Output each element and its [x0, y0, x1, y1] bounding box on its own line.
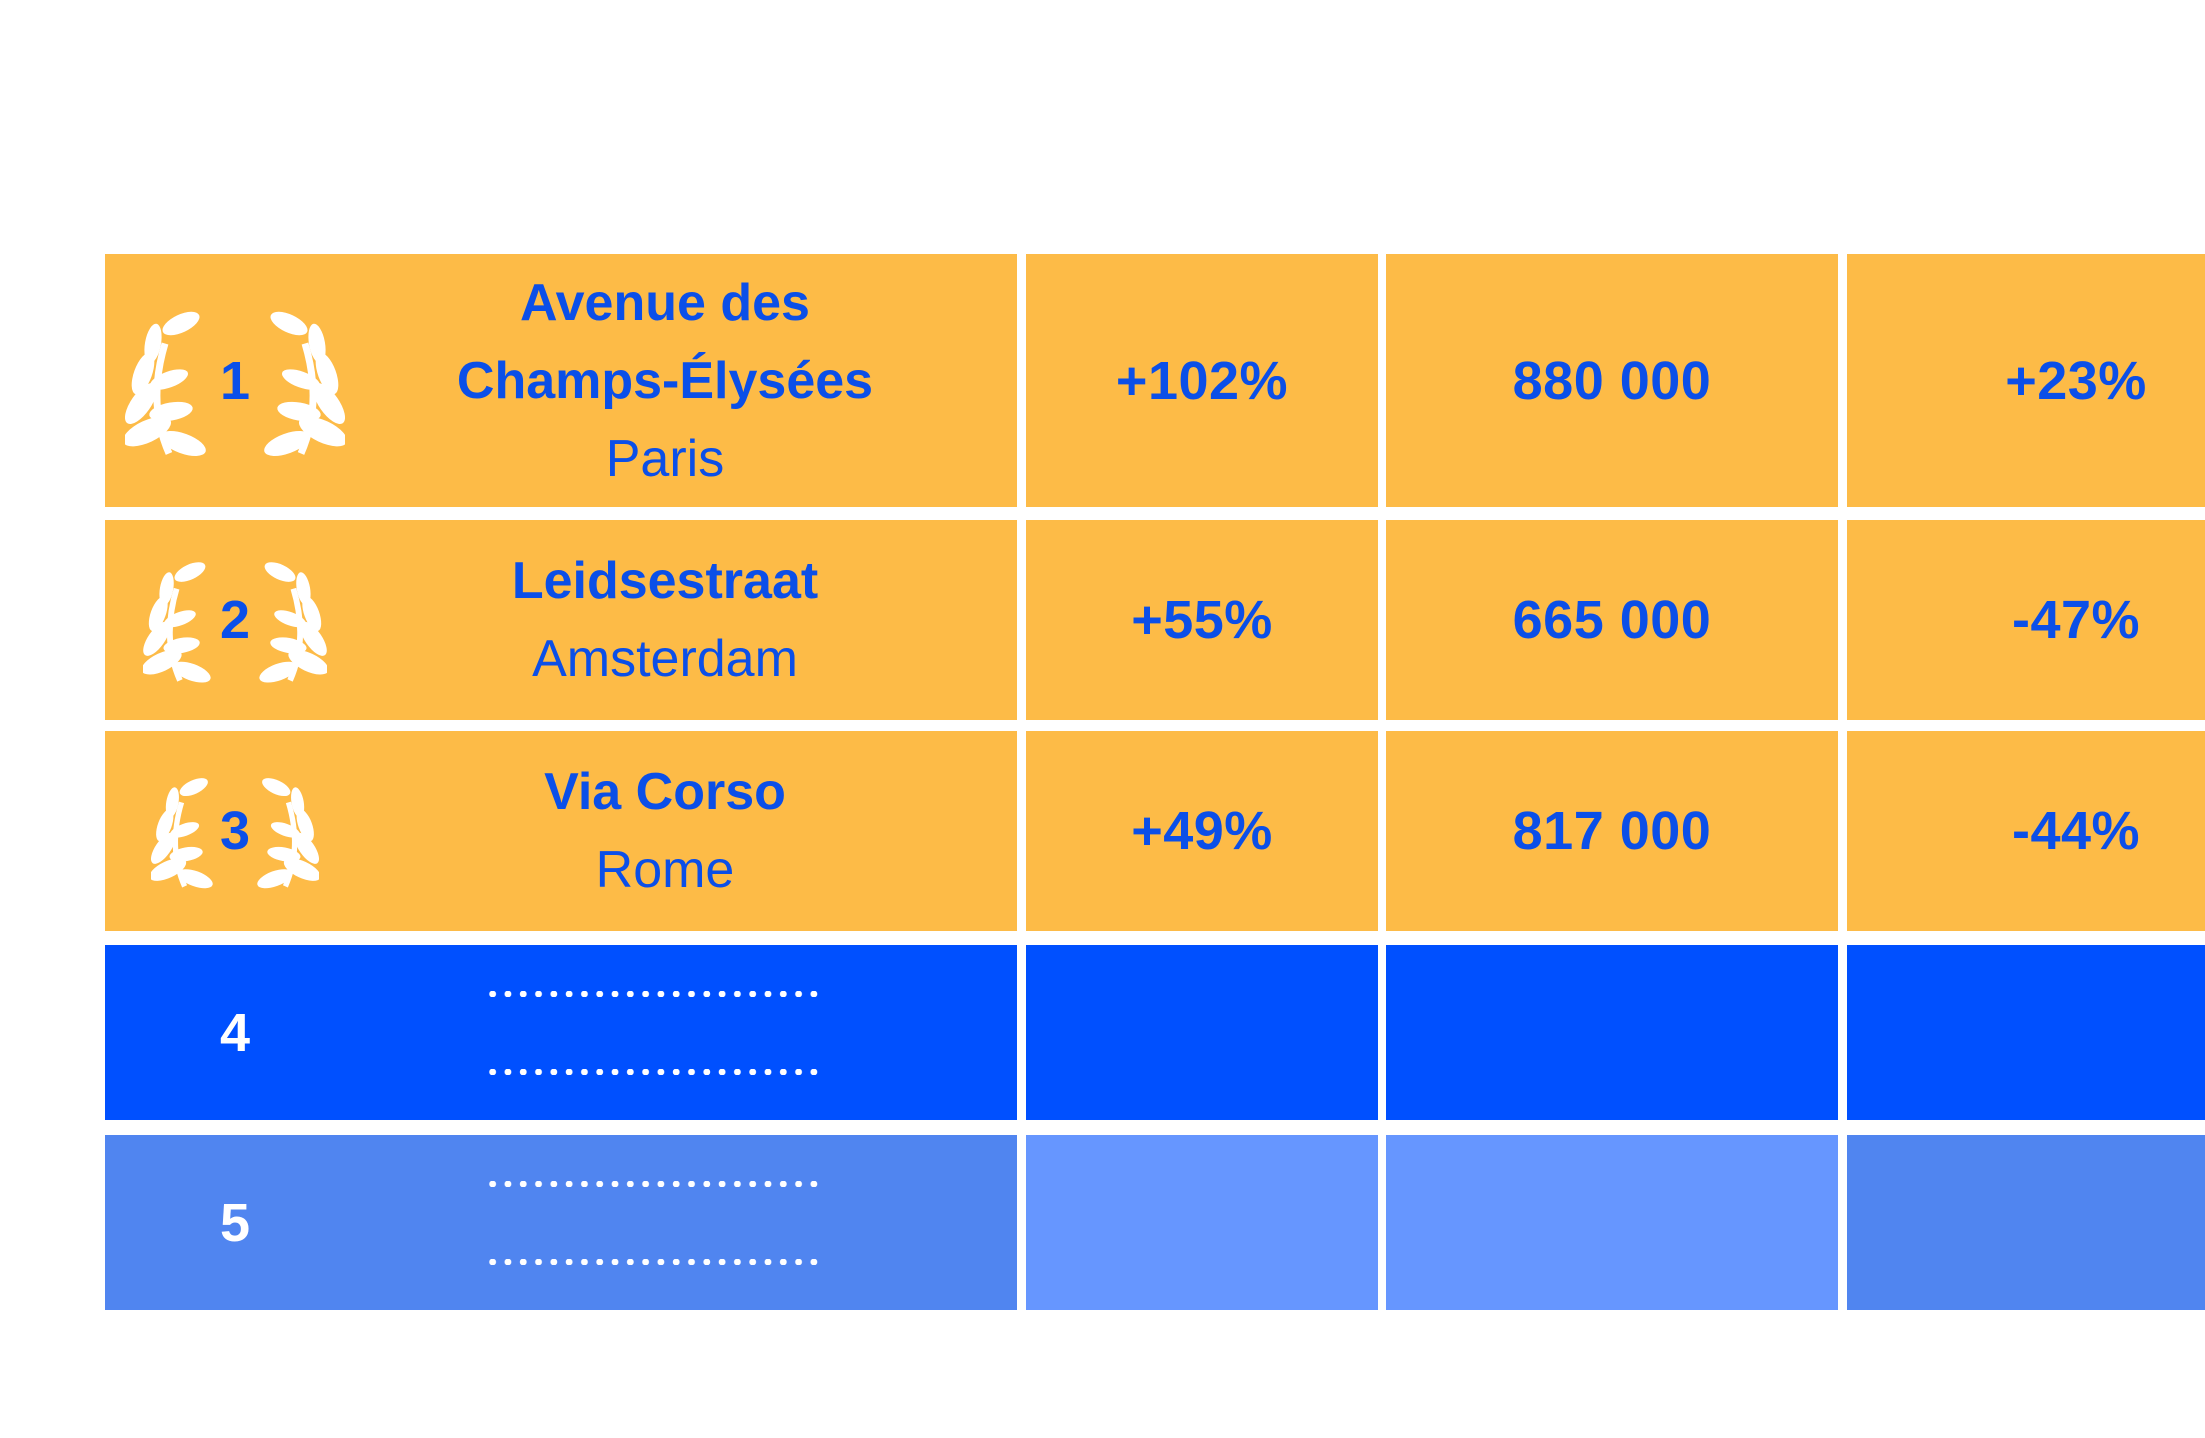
metric-a-cell — [1026, 1135, 1378, 1310]
metric-c-cell: -44% — [1847, 731, 2205, 931]
rank-badge: 2 — [105, 520, 365, 720]
metric-a-value: +102% — [1115, 350, 1289, 411]
street-placeholder — [485, 1180, 825, 1265]
metric-a-cell: +55% — [1026, 520, 1378, 720]
laurel-wreath-icon — [151, 778, 319, 889]
city-name: Amsterdam — [532, 630, 798, 688]
ranking-row-3: 3 Via Corso Rome +49% 817 000 -44% — [105, 731, 2205, 931]
metric-b-value: 665 000 — [1512, 590, 1712, 650]
ranking-row-5: 5 — [105, 1135, 2205, 1310]
metric-b-cell — [1386, 1135, 1838, 1310]
rank-badge: 5 — [105, 1135, 365, 1310]
dotted-placeholder-line — [485, 1068, 822, 1075]
metric-c-cell: -47% — [1847, 520, 2205, 720]
street-name-line: Champs-Élysées — [456, 351, 874, 410]
metric-a-value: +55% — [1131, 590, 1273, 650]
street-placeholder — [485, 990, 825, 1075]
street-cell: 4 — [105, 945, 1017, 1120]
metric-a-cell: +49% — [1026, 731, 1378, 931]
laurel-wreath-icon — [125, 311, 345, 456]
metric-b-value: 880 000 — [1512, 350, 1712, 411]
laurel-wreath-icon — [143, 562, 327, 683]
street-name-line: Avenue des — [520, 273, 810, 332]
ranking-row-4: 4 — [105, 945, 2205, 1120]
metric-b-cell — [1386, 945, 1838, 1120]
street-cell: 5 — [105, 1135, 1017, 1310]
street-cell: 3 Via Corso Rome — [105, 731, 1017, 931]
metric-a-cell — [1026, 945, 1378, 1120]
street-cell: 1 Avenue des Champs-Élysées Paris — [105, 254, 1017, 507]
street-title: Leidsestraat Amsterdam — [365, 542, 965, 698]
rank-badge: 3 — [105, 731, 365, 931]
rank-number: 2 — [219, 590, 251, 650]
street-title: Avenue des Champs-Élysées Paris — [365, 264, 965, 498]
dotted-placeholder-line — [485, 1258, 822, 1265]
metric-b-value: 817 000 — [1512, 801, 1712, 861]
dotted-placeholder-line — [485, 1180, 822, 1187]
rank-badge: 4 — [105, 945, 365, 1120]
metric-b-cell: 880 000 — [1386, 254, 1838, 507]
metric-b-cell: 665 000 — [1386, 520, 1838, 720]
dotted-placeholder-line — [485, 990, 822, 997]
metric-a-cell: +102% — [1026, 254, 1378, 507]
street-cell: 2 Leidsestraat Amsterdam — [105, 520, 1017, 720]
rank-number: 3 — [219, 801, 251, 861]
street-name-line: Via Corso — [544, 763, 786, 821]
city-name: Rome — [595, 841, 735, 899]
ranking-row-2: 2 Leidsestraat Amsterdam +55% 665 000 -4… — [105, 520, 2205, 720]
metric-c-cell — [1847, 945, 2205, 1120]
metric-c-value: -47% — [2011, 590, 2141, 650]
metric-a-value: +49% — [1131, 801, 1273, 861]
city-name: Paris — [605, 429, 725, 488]
metric-b-cell: 817 000 — [1386, 731, 1838, 931]
rank-number: 1 — [219, 350, 251, 411]
metric-c-cell: +23% — [1847, 254, 2205, 507]
metric-c-cell — [1847, 1135, 2205, 1310]
metric-c-value: -44% — [2011, 801, 2141, 861]
ranking-row-1: 1 Avenue des Champs-Élysées Paris +102% … — [105, 254, 2205, 507]
metric-c-value: +23% — [2005, 350, 2147, 411]
rank-number: 5 — [219, 1192, 251, 1253]
rank-number: 4 — [219, 1002, 251, 1063]
street-name-line: Leidsestraat — [511, 552, 819, 610]
rank-badge: 1 — [105, 254, 365, 507]
street-title: Via Corso Rome — [365, 753, 965, 909]
